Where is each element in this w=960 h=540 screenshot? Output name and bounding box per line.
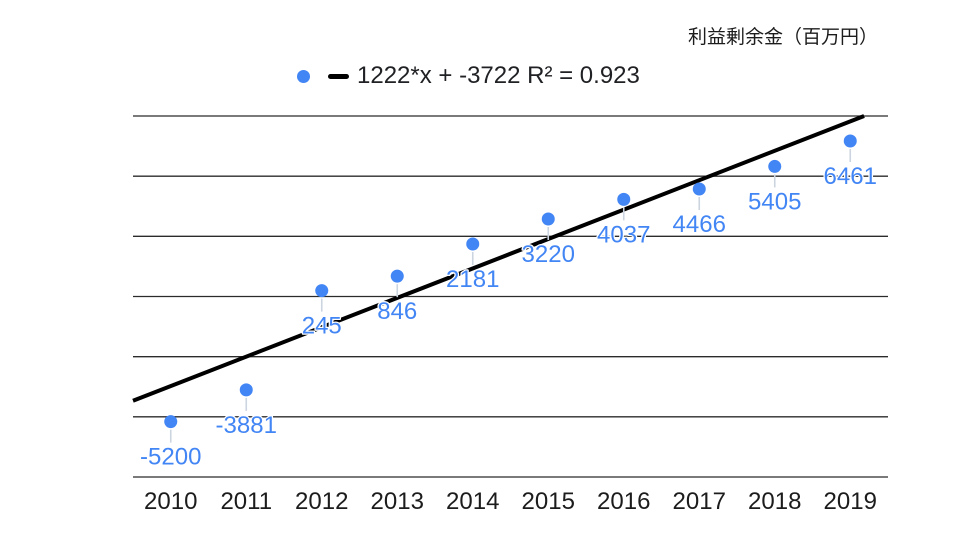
- data-point-label: 846: [377, 298, 417, 325]
- chart-title: 利益剰余金（百万円）: [687, 27, 878, 48]
- data-point-label: 4037: [597, 221, 650, 248]
- data-point: [692, 182, 706, 196]
- data-point-label: 5405: [748, 188, 801, 215]
- x-axis-tick-label: 2013: [371, 488, 424, 515]
- data-point-label: 2181: [446, 266, 499, 293]
- x-axis-tick-label: 2015: [522, 488, 575, 515]
- x-axis-tick-label: 2012: [295, 488, 348, 515]
- data-point: [466, 237, 480, 251]
- x-axis-tick-label: 2019: [824, 488, 877, 515]
- data-point: [315, 284, 329, 298]
- legend: 1222*x + -3722 R² = 0.923: [297, 62, 640, 89]
- x-axis-tick-label: 2016: [597, 488, 650, 515]
- x-axis-tick-label: 2011: [220, 488, 272, 515]
- legend-trendline-swatch-icon: [328, 73, 349, 79]
- x-axis-tick-label: 2018: [748, 488, 801, 515]
- data-point: [617, 192, 631, 206]
- data-point: [390, 269, 404, 283]
- data-point: [239, 383, 253, 397]
- x-axis-tick-label: 2010: [144, 488, 197, 515]
- data-point-label: -5200: [140, 444, 201, 471]
- data-point-label: 6461: [824, 163, 877, 190]
- x-axis-tick-label: 2017: [673, 488, 726, 515]
- data-point-label: 245: [302, 313, 342, 340]
- data-point-label: 4466: [673, 211, 726, 238]
- legend-series-dot-icon: [297, 69, 310, 83]
- legend-trend-equation: 1222*x + -3722 R² = 0.923: [357, 62, 640, 89]
- data-point: [164, 415, 178, 429]
- trendline: [132, 114, 865, 403]
- data-point: [843, 134, 857, 148]
- data-point: [541, 212, 555, 226]
- data-point-label: -3881: [216, 412, 277, 439]
- data-point: [768, 159, 782, 173]
- x-axis-tick-label: 2014: [446, 488, 499, 515]
- data-point-label: 3220: [522, 241, 575, 268]
